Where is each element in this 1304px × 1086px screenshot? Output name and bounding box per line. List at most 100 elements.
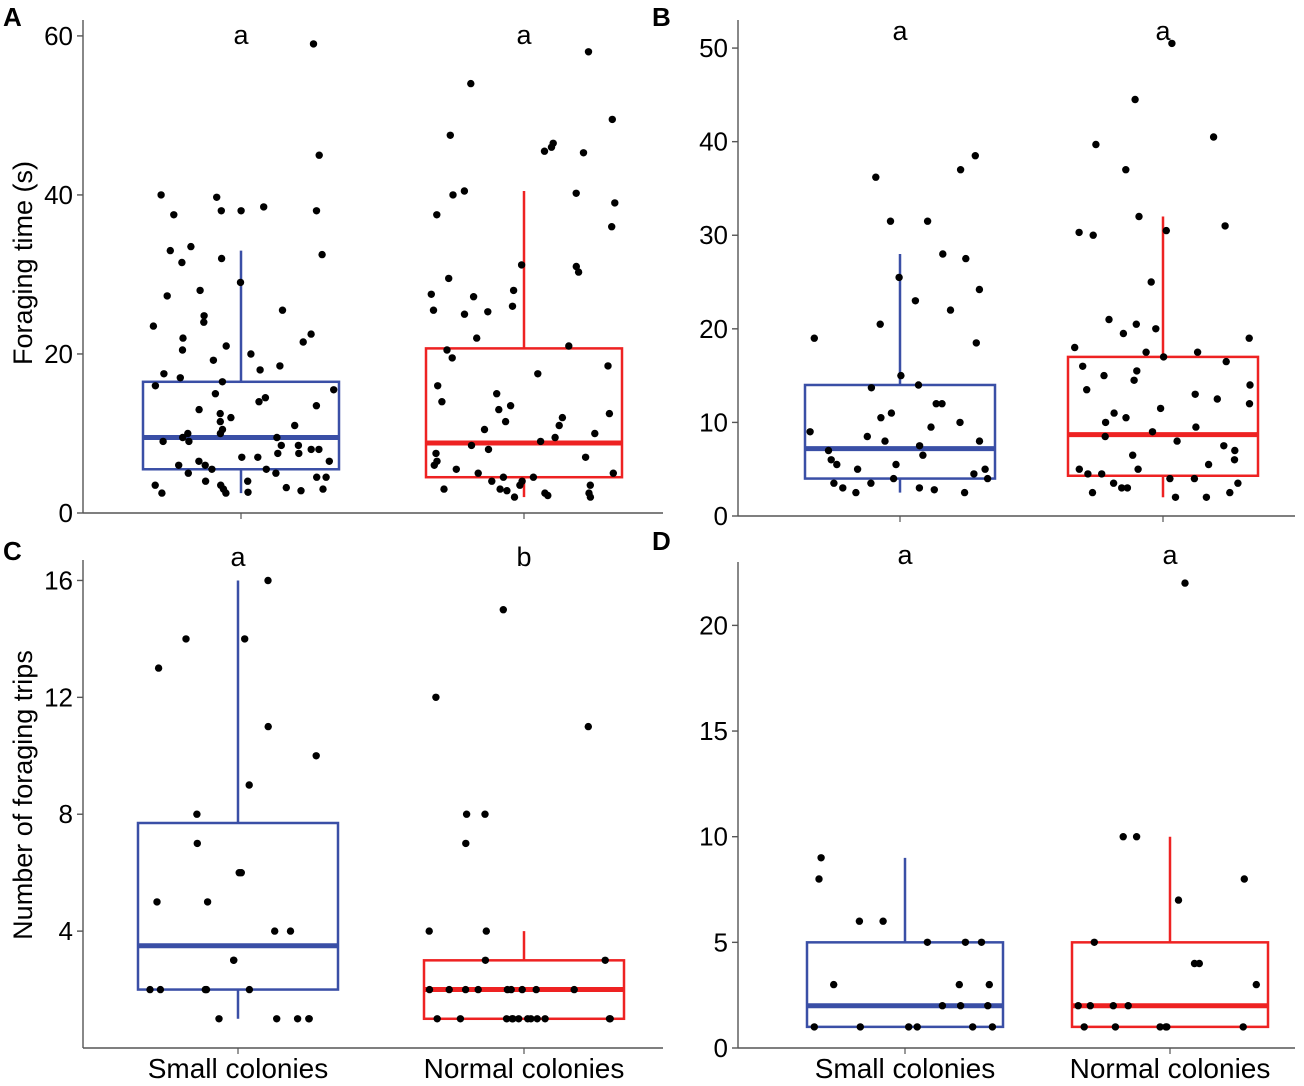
panel-c-normal-point bbox=[445, 985, 453, 994]
panel-a-normal-point bbox=[510, 493, 519, 501]
panel-a-normal-point bbox=[572, 189, 580, 197]
panel-b-normal-point bbox=[1134, 465, 1142, 473]
panel-c-normal-point bbox=[482, 927, 490, 935]
panel-b-small-point bbox=[975, 285, 984, 294]
panel-c-small-point bbox=[312, 752, 320, 760]
panel-b-small-box bbox=[803, 383, 997, 480]
panel-d-normal-box bbox=[1070, 941, 1270, 1029]
panel-a-small-point bbox=[244, 477, 252, 485]
panel-b-small-point bbox=[983, 474, 992, 483]
panel-a-normal-point bbox=[579, 149, 588, 157]
panel-a-normal-significance: a bbox=[516, 20, 532, 50]
panel-a-small-point bbox=[256, 366, 264, 374]
panel-c-normal-point bbox=[533, 1015, 541, 1023]
panel-d-normal-point bbox=[1156, 1023, 1164, 1031]
panel-c-label: C bbox=[3, 536, 22, 566]
panel-a-small-point bbox=[179, 433, 187, 442]
panel-b-small-point bbox=[830, 479, 838, 487]
panel-d-ytick-label: 15 bbox=[699, 716, 728, 746]
panel-b-normal-point bbox=[1192, 423, 1200, 431]
panel-a-normal-point bbox=[605, 409, 614, 418]
panel-b-small-point bbox=[915, 484, 924, 492]
panel-b-small-point bbox=[886, 217, 895, 225]
panel-a-normal-point bbox=[488, 477, 496, 485]
panel-a-small-point bbox=[208, 465, 216, 473]
panel-c-small-point bbox=[237, 869, 245, 877]
panel-d-small-category-label: Small colonies bbox=[815, 1053, 996, 1081]
panel-a-small-point bbox=[278, 306, 287, 314]
panel-a-small-point bbox=[178, 258, 186, 267]
panel-d-label: D bbox=[652, 526, 671, 556]
panel-a-label: A bbox=[3, 2, 22, 32]
panel-b-normal-point bbox=[1123, 484, 1132, 492]
panel-a-normal-point bbox=[611, 199, 619, 207]
panel-d-ytick-label: 0 bbox=[714, 1033, 728, 1063]
panel-a-normal-point bbox=[608, 115, 616, 124]
panel-d-normal-point bbox=[1239, 1023, 1247, 1031]
panel-a-normal-point bbox=[449, 191, 457, 199]
panel-b-normal-point bbox=[1245, 334, 1253, 342]
panel-a-normal-point bbox=[474, 469, 482, 477]
panel-a-small-point bbox=[274, 449, 282, 458]
panel-c-normal-point bbox=[474, 985, 482, 994]
panel-a-normal-point bbox=[506, 402, 515, 410]
panel-d-small-significance: a bbox=[897, 540, 913, 570]
panel-b-normal-point bbox=[1119, 329, 1128, 338]
panel-a-small-point bbox=[322, 473, 330, 481]
panel-c-small-point bbox=[286, 927, 295, 935]
panel-c-normal-point bbox=[601, 956, 609, 964]
panel-b-small-point bbox=[876, 320, 884, 328]
panel-b-small-point bbox=[867, 384, 876, 392]
panel-d-normal-point bbox=[1252, 980, 1261, 989]
panel-d-normal-point bbox=[1119, 833, 1127, 841]
panel-a-small-point bbox=[216, 429, 225, 438]
panel-b-normal-point bbox=[1245, 400, 1254, 408]
panel-d-normal-point bbox=[1132, 833, 1141, 841]
panel-a-normal-point bbox=[484, 445, 493, 454]
panel-a-normal-point bbox=[440, 485, 448, 493]
panel-a-small-point bbox=[158, 489, 166, 497]
panel-c-normal-point bbox=[541, 1015, 549, 1023]
panel-b-normal-point bbox=[1173, 437, 1181, 445]
panel-a-normal-point bbox=[509, 286, 518, 295]
panel-c-normal-point bbox=[508, 1015, 516, 1023]
panel-b-small-point bbox=[863, 432, 871, 441]
panel-c-normal-point bbox=[456, 1015, 465, 1023]
panel-b-normal-point bbox=[1246, 381, 1254, 389]
panel-a-small-point bbox=[325, 457, 333, 465]
panel-b-small-significance: a bbox=[892, 16, 908, 46]
panel-c-small-point bbox=[154, 664, 163, 672]
panel-a-normal-point bbox=[495, 405, 503, 414]
panel-a-normal-point bbox=[433, 211, 441, 219]
panel-a-small-point bbox=[262, 465, 270, 473]
panel-a-normal-point bbox=[540, 147, 549, 155]
panel-b-normal-point bbox=[1202, 493, 1211, 501]
panel-a-small-point bbox=[211, 390, 220, 398]
panel-a-small-point bbox=[176, 374, 184, 382]
panel-d-normal-point bbox=[1181, 579, 1189, 587]
panel-d-small-point bbox=[961, 938, 970, 946]
panel-c-ytick-label: 4 bbox=[59, 916, 73, 946]
panel-a-small-point bbox=[160, 370, 168, 378]
panel-a-small-point bbox=[216, 417, 224, 426]
panel-b-normal-point bbox=[1132, 320, 1141, 328]
panel-b-normal-point bbox=[1156, 404, 1165, 413]
panel-b-normal-point bbox=[1159, 353, 1168, 361]
panel-b-small-point bbox=[962, 254, 970, 263]
panel-a-normal-point bbox=[536, 437, 545, 446]
panel-a-small-point bbox=[217, 254, 226, 263]
panel-a-normal-point bbox=[427, 290, 435, 298]
panel-c-small-point bbox=[203, 898, 212, 906]
panel-a-normal-point bbox=[574, 268, 583, 276]
panel-a-small-point bbox=[295, 449, 303, 458]
panel-d-small-point bbox=[985, 980, 993, 989]
panel-b-small-point bbox=[960, 488, 969, 497]
panel-d-normal-point bbox=[1080, 1023, 1088, 1031]
panel-a-small-point bbox=[307, 330, 315, 338]
panel-a-normal-point bbox=[429, 306, 438, 314]
panel-c-small-point bbox=[156, 985, 165, 994]
panel-b-small-point bbox=[895, 273, 903, 282]
panel-d-small-point bbox=[913, 1023, 921, 1031]
panel-a-normal-point bbox=[547, 143, 556, 151]
panel-b-normal-point bbox=[1209, 133, 1218, 141]
